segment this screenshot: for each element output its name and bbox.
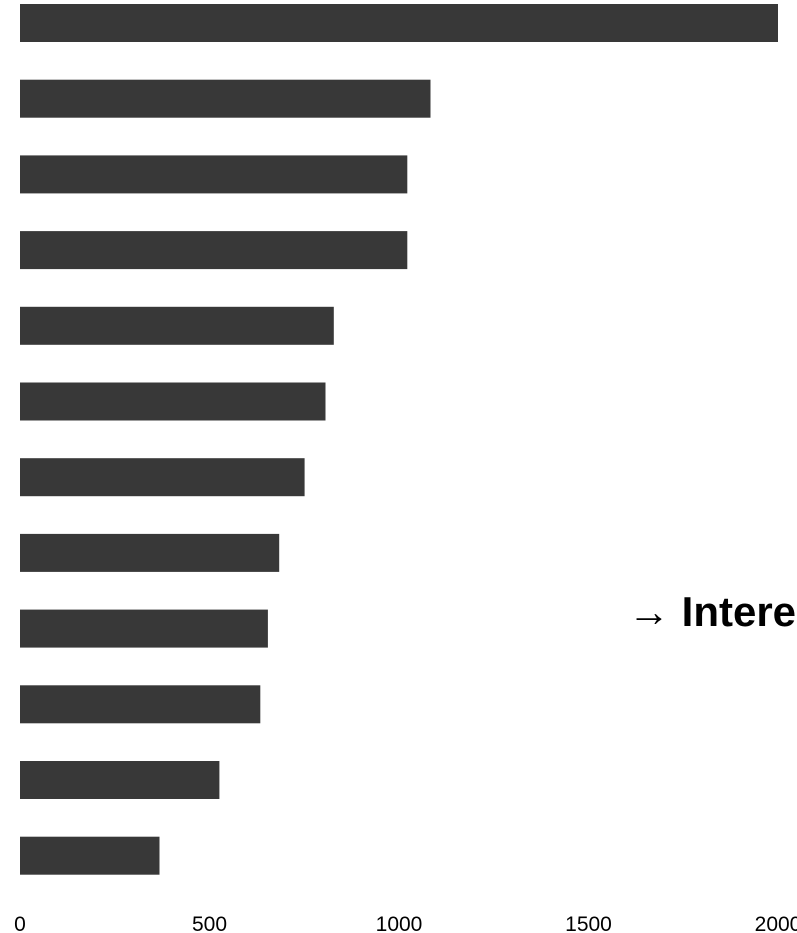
bar-3: [20, 155, 408, 194]
bar-5: [20, 306, 334, 345]
x-tick-label: 500: [192, 913, 227, 933]
bar-7: [20, 458, 305, 497]
bar-12: [20, 836, 160, 875]
bar-11: [20, 761, 220, 799]
x-axis-ticks: 0 500 1000 1500 2000: [14, 913, 797, 933]
bar-9: [20, 609, 268, 648]
annotation-text: → Intere: [628, 588, 797, 635]
bar-10: [20, 685, 261, 724]
bar-4: [20, 231, 408, 270]
bar-8: [20, 533, 280, 572]
bars-group: [20, 4, 778, 875]
x-tick-label: 0: [14, 913, 26, 933]
bar-6: [20, 382, 326, 421]
x-tick-label: 1000: [376, 913, 423, 933]
x-tick-label: 1500: [565, 913, 612, 933]
bar-1: [20, 4, 778, 42]
bar-2: [20, 79, 431, 118]
x-tick-label: 2000: [755, 913, 797, 933]
